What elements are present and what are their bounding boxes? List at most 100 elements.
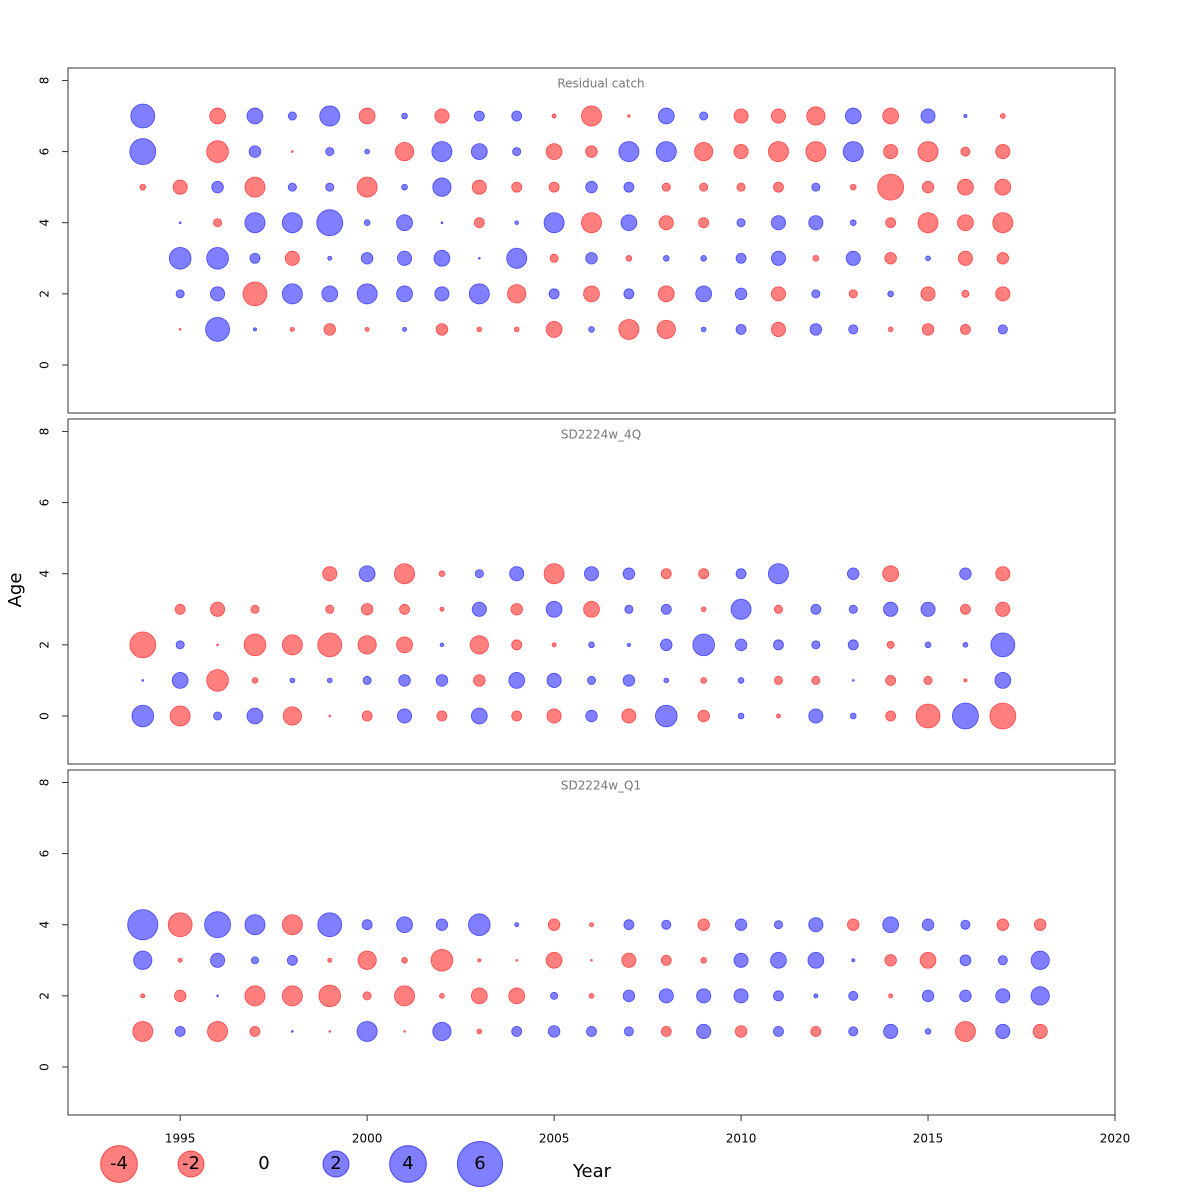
bubble [549, 253, 559, 263]
bubble [439, 606, 445, 612]
y-tick-label: 4 [38, 219, 52, 227]
bubble [887, 290, 894, 298]
bubble [282, 706, 302, 726]
bubble [543, 212, 565, 234]
bubble [402, 326, 407, 332]
legend-bubble [177, 1150, 205, 1178]
bubble [917, 141, 939, 163]
bubble [658, 215, 674, 231]
bubble [660, 568, 672, 580]
bubble [770, 321, 786, 337]
bubble [468, 283, 490, 305]
bubble [175, 640, 185, 650]
bubble [996, 918, 1010, 931]
bubble [698, 568, 710, 580]
bubble [734, 287, 748, 301]
bubble [995, 144, 1011, 160]
bubble [888, 993, 894, 999]
bubble [474, 569, 484, 579]
bubble [548, 288, 560, 300]
bubble [470, 143, 488, 160]
bubble [244, 212, 266, 234]
bubble [842, 141, 864, 163]
bubble [476, 1028, 483, 1035]
bubble [924, 641, 932, 649]
bubble [770, 215, 786, 231]
bubble [805, 141, 827, 163]
bubble [848, 990, 859, 1001]
bubble [206, 669, 229, 692]
bubble [396, 636, 413, 654]
bubble [249, 1025, 261, 1037]
bubble [507, 284, 527, 304]
bubble [770, 286, 786, 302]
bubble [551, 113, 557, 119]
bubble [997, 324, 1008, 335]
panel-title: SD2224w_Q1 [561, 779, 641, 793]
bubble [621, 708, 637, 724]
bubble [252, 327, 257, 332]
bubble [618, 141, 640, 163]
bubble [883, 1023, 899, 1039]
bubble [281, 283, 303, 305]
bubble [473, 110, 485, 122]
bubble [360, 603, 374, 616]
bubble [808, 708, 824, 724]
bubble [999, 113, 1006, 119]
bubble [364, 148, 370, 155]
bubble [921, 989, 935, 1003]
bubble [508, 987, 526, 1005]
bubble [397, 708, 413, 724]
bubble [140, 993, 146, 999]
bubble [216, 994, 219, 998]
bubble [994, 178, 1012, 196]
legend-label: 6 [474, 1153, 485, 1174]
bubble [811, 182, 821, 192]
bubble [917, 212, 939, 234]
y-tick-label: 6 [38, 850, 52, 858]
bubble [213, 711, 223, 721]
bubble [773, 604, 783, 614]
bubble [361, 710, 373, 722]
bubble [281, 634, 303, 656]
panel-frame [67, 67, 1116, 414]
bubble [624, 604, 634, 614]
bubble [808, 917, 824, 933]
bubble [471, 179, 487, 195]
bubble [242, 281, 268, 307]
bubble [581, 105, 602, 127]
bubble [849, 712, 857, 720]
bubble [206, 246, 229, 270]
bubble [695, 285, 713, 303]
bubble [700, 956, 707, 964]
bubble [660, 603, 672, 615]
bubble [175, 289, 185, 299]
bubble [358, 107, 376, 125]
bubble [658, 988, 674, 1004]
bubble [989, 702, 1017, 730]
bubble [585, 145, 598, 158]
bubble [318, 984, 342, 1008]
bubble [363, 219, 371, 227]
bubble [511, 181, 523, 193]
y-axis-label: Age [5, 573, 26, 608]
bubble [289, 677, 296, 684]
bubble [699, 182, 709, 192]
bubble [171, 672, 189, 689]
legend-bubble [456, 1140, 504, 1188]
bubble [545, 600, 563, 618]
bubble [244, 914, 266, 936]
bubble [133, 950, 153, 970]
x-axis-label: Year [572, 1161, 612, 1182]
bubble [435, 674, 449, 687]
bubble [326, 677, 333, 684]
bubble [469, 635, 489, 655]
legend-label: -2 [182, 1153, 200, 1174]
bubble [435, 323, 449, 336]
bubble [618, 318, 640, 340]
bubble [700, 326, 707, 333]
bubble [476, 326, 483, 333]
panel-frame [67, 769, 1116, 1116]
bubble [995, 1023, 1011, 1039]
bubble [431, 141, 453, 163]
